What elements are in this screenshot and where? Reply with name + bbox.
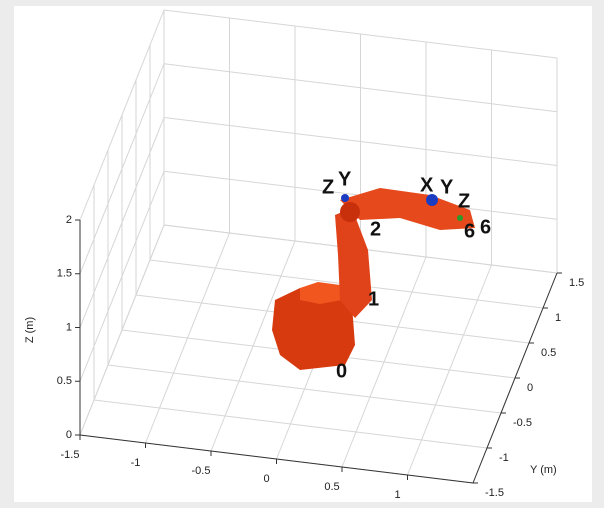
joint-label: 0 <box>336 360 347 382</box>
x-tick-label: -0.5 <box>192 465 211 477</box>
joint-label: 2 <box>370 218 381 240</box>
frame-label: Y <box>338 168 352 190</box>
z-tick-label: 1.5 <box>57 268 72 280</box>
robot-joint <box>340 202 360 222</box>
frame-label: Z <box>458 190 470 212</box>
z-axis-label: Z (m) <box>24 317 36 343</box>
z-tick-label: 2 <box>66 214 72 226</box>
y-tick-label: 0.5 <box>541 347 556 359</box>
joint-label: 1 <box>368 288 379 310</box>
joint-label: 6 <box>480 216 491 238</box>
y-tick-label: 1 <box>555 312 561 324</box>
x-tick-label: -1 <box>131 457 141 469</box>
z-tick-label: 1 <box>66 321 72 333</box>
x-tick-label: 1 <box>394 489 400 501</box>
y-tick-label: -1 <box>499 452 509 464</box>
frame-label: Y <box>440 176 454 198</box>
y-tick-label: 0 <box>527 382 533 394</box>
y-axis-label: Y (m) <box>530 464 557 476</box>
frame-marker <box>341 194 349 202</box>
frame-marker <box>457 215 463 221</box>
y-tick-label: -0.5 <box>513 417 532 429</box>
joint-label: 6 <box>464 220 475 242</box>
x-tick-label: 0.5 <box>324 481 339 493</box>
z-tick-label: 0.5 <box>57 375 72 387</box>
figure: 0 1 2 6 6 Z Y X Y Z Y (m) Z (m) -1.5 -1 -0… <box>0 0 604 508</box>
y-tick-label: 1.5 <box>569 277 584 289</box>
frame-label: Z <box>322 176 334 198</box>
frame-label: X <box>420 174 434 196</box>
x-tick-label: -1.5 <box>61 449 80 461</box>
x-tick-label: 0 <box>263 473 269 485</box>
z-tick-label: 0 <box>66 429 72 441</box>
y-tick-label: -1.5 <box>485 487 504 499</box>
